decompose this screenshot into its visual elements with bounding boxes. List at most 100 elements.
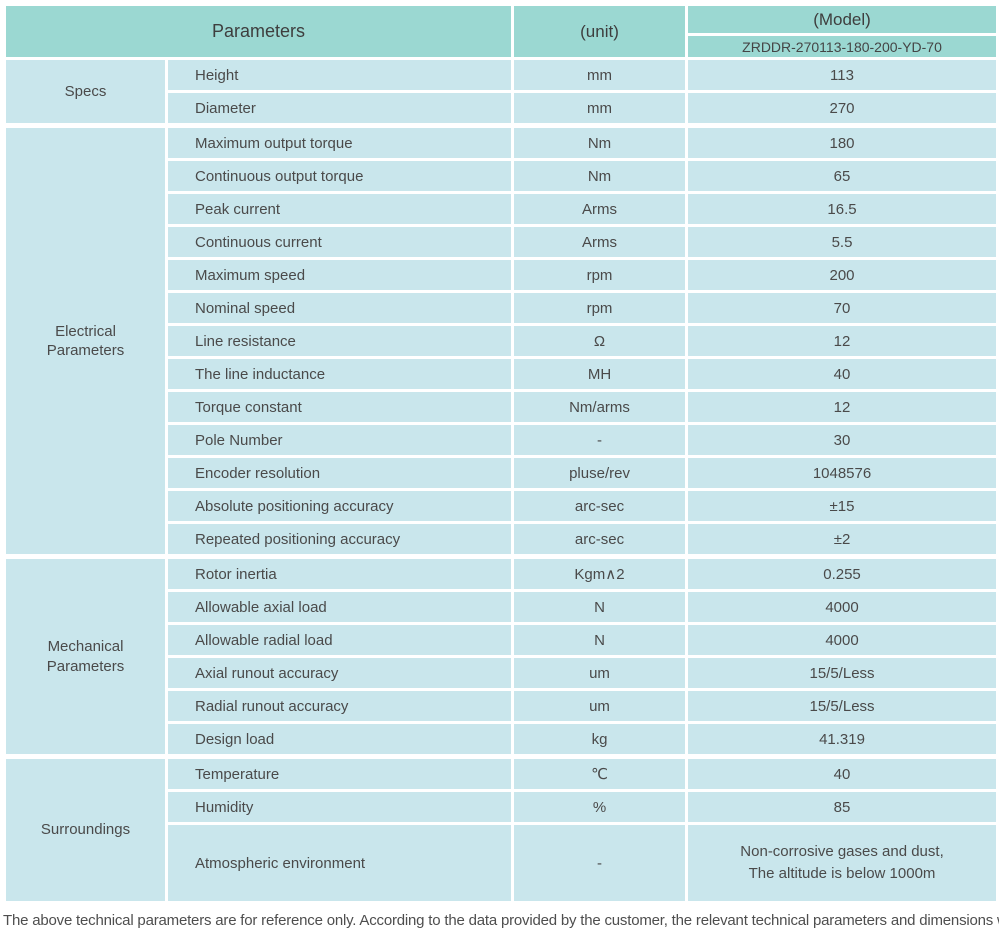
value-cell: 15/5/Less (685, 655, 999, 691)
param-cell: Maximum output torque (164, 123, 515, 161)
unit-cell: Arms (511, 224, 689, 260)
group-label-electrical: Electrical Parameters (3, 123, 168, 558)
value-cell: 180 (685, 123, 999, 161)
table-row: Line resistance Ω 12 (5, 323, 999, 359)
param-cell: Continuous current (164, 224, 515, 260)
param-cell: Design load (164, 721, 515, 758)
table-row: Continuous current Arms 5.5 (5, 224, 999, 260)
value-cell: 40 (685, 754, 999, 792)
value-cell: ±15 (685, 488, 999, 524)
table-row: Allowable axial load N 4000 (5, 589, 999, 625)
value-cell: 12 (685, 389, 999, 425)
value-cell: 70 (685, 290, 999, 326)
unit-cell: N (511, 589, 689, 625)
value-cell: 12 (685, 323, 999, 359)
table-row: Mechanical Parameters Rotor inertia Kgm∧… (3, 554, 999, 758)
param-cell: Allowable radial load (164, 622, 515, 658)
header-unit: (unit) (511, 3, 689, 60)
value-cell: 41.319 (685, 721, 999, 758)
unit-cell: Nm/arms (511, 389, 689, 425)
value-cell: 200 (685, 257, 999, 293)
group-label-surroundings: Surroundings (3, 754, 168, 904)
param-cell: Absolute positioning accuracy (164, 488, 515, 524)
table-row: The line inductance MH 40 (5, 356, 999, 392)
value-cell: 1048576 (685, 455, 999, 491)
unit-cell: rpm (511, 290, 689, 326)
unit-cell: - (511, 422, 689, 458)
value-cell: 85 (685, 789, 999, 825)
unit-cell: mm (511, 57, 689, 93)
spec-table: Parameters (unit) (Model) ZRDDR-270113-1… (2, 3, 999, 904)
unit-cell: N (511, 622, 689, 658)
value-cell: ±2 (685, 521, 999, 558)
value-cell: 40 (685, 356, 999, 392)
table-row: Surroundings Temperature ℃ 40 (3, 754, 999, 904)
unit-cell: Nm (511, 158, 689, 194)
group-label-specs: Specs (3, 57, 168, 127)
param-cell: Continuous output torque (164, 158, 515, 194)
table-header: Parameters (unit) (Model) ZRDDR-270113-1… (2, 3, 999, 60)
param-cell: Maximum speed (164, 257, 515, 293)
unit-cell: pluse/rev (511, 455, 689, 491)
param-cell: Repeated positioning accuracy (164, 521, 515, 558)
table-row: Nominal speed rpm 70 (5, 290, 999, 326)
header-parameters: Parameters (2, 3, 515, 60)
param-cell: Radial runout accuracy (164, 688, 515, 724)
table-row: Repeated positioning accuracy arc-sec ±2 (5, 521, 999, 558)
unit-cell: kg (511, 721, 689, 758)
footnote: The above technical parameters are for r… (3, 912, 999, 929)
value-cell: 5.5 (685, 224, 999, 260)
header-model: (Model) (685, 3, 999, 36)
table-row: Specs Height mm 113 (3, 57, 999, 127)
unit-cell: Arms (511, 191, 689, 227)
param-cell: Diameter (164, 90, 515, 127)
param-cell: Atmospheric environment (164, 822, 515, 904)
param-cell: Encoder resolution (164, 455, 515, 491)
table-row: Allowable radial load N 4000 (5, 622, 999, 658)
unit-cell: um (511, 688, 689, 724)
unit-cell: um (511, 655, 689, 691)
header-row-1: Parameters (unit) (Model) (2, 3, 999, 60)
value-cell: 30 (685, 422, 999, 458)
table-row: Torque constant Nm/arms 12 (5, 389, 999, 425)
unit-cell: rpm (511, 257, 689, 293)
value-cell: 65 (685, 158, 999, 194)
value-cell: 16.5 (685, 191, 999, 227)
table-row: Axial runout accuracy um 15/5/Less (5, 655, 999, 691)
param-cell: Humidity (164, 789, 515, 825)
header-row-2: ZRDDR-270113-180-200-YD-70 (5, 33, 999, 60)
value-cell: 113 (685, 57, 999, 93)
param-cell: Rotor inertia (164, 554, 515, 592)
unit-cell: arc-sec (511, 488, 689, 524)
unit-cell: arc-sec (511, 521, 689, 558)
unit-cell: Kgm∧2 (511, 554, 689, 592)
table-row: Absolute positioning accuracy arc-sec ±1… (5, 488, 999, 524)
unit-cell: MH (511, 356, 689, 392)
param-cell: Line resistance (164, 323, 515, 359)
value-cell: Non-corrosive gases and dust, The altitu… (685, 822, 999, 904)
param-cell: Height (164, 57, 515, 93)
table-row: Diameter mm 270 (5, 90, 999, 127)
param-cell: Pole Number (164, 422, 515, 458)
unit-cell: ℃ (511, 754, 689, 792)
table-body: Specs Height mm 113 Diameter mm 270 Elec… (3, 57, 999, 904)
param-cell: Allowable axial load (164, 589, 515, 625)
table-row: Continuous output torque Nm 65 (5, 158, 999, 194)
param-cell: Nominal speed (164, 290, 515, 326)
unit-cell: Nm (511, 123, 689, 161)
table-row: Encoder resolution pluse/rev 1048576 (5, 455, 999, 491)
table-row: Humidity % 85 (5, 789, 999, 825)
table-row: Design load kg 41.319 (5, 721, 999, 758)
param-cell: Peak current (164, 191, 515, 227)
param-cell: Temperature (164, 754, 515, 792)
value-cell: 4000 (685, 589, 999, 625)
param-cell: The line inductance (164, 356, 515, 392)
table-row: Pole Number - 30 (5, 422, 999, 458)
unit-cell: Ω (511, 323, 689, 359)
value-cell: 15/5/Less (685, 688, 999, 724)
table-row: Radial runout accuracy um 15/5/Less (5, 688, 999, 724)
group-label-mechanical: Mechanical Parameters (3, 554, 168, 758)
table-row: Peak current Arms 16.5 (5, 191, 999, 227)
param-cell: Torque constant (164, 389, 515, 425)
